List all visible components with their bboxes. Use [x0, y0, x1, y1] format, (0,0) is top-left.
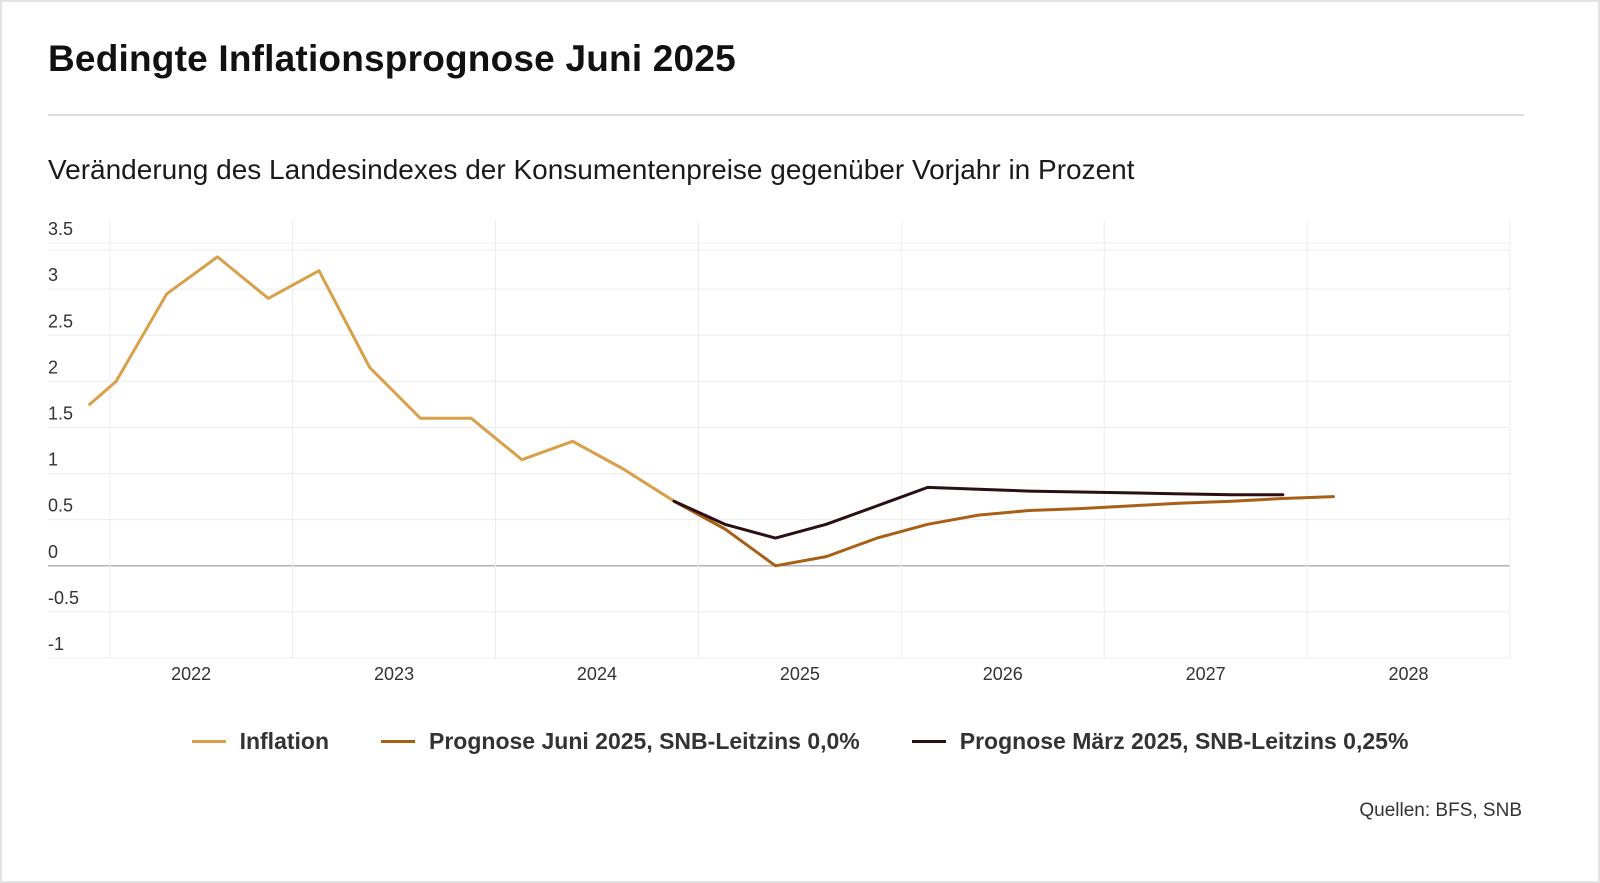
x-tick-label: 2026: [983, 664, 1023, 684]
legend-label-inflation: Inflation: [239, 728, 330, 754]
chart-title: Bedingte Inflationsprognose Juni 2025: [48, 38, 736, 79]
chart-subtitle: Veränderung des Landesindexes der Konsum…: [48, 154, 1135, 185]
x-tick-label: 2022: [171, 664, 211, 684]
y-tick-label: 2: [48, 357, 58, 377]
chart-legend: Inflation Prognose Juni 2025, SNB-Leitzi…: [0, 728, 1600, 755]
series-line-inflation: [88, 255, 727, 531]
title-divider: [48, 114, 1524, 116]
x-tick-label: 2027: [1186, 664, 1226, 684]
x-tick-label: 2025: [780, 664, 820, 684]
y-tick-label: 3: [48, 265, 58, 285]
legend-item-inflation: Inflation: [191, 728, 330, 755]
legend-item-prognose-juni: Prognose Juni 2025, SNB-Leitzins 0,0%: [381, 728, 860, 755]
series-line-prognose-juni: [672, 495, 1335, 568]
legend-item-prognose-maerz: Prognose März 2025, SNB-Leitzins 0,25%: [911, 728, 1409, 755]
y-tick-label: 0: [48, 542, 58, 562]
legend-swatch-prognose-maerz: [911, 740, 946, 743]
x-tick-label: 2028: [1389, 664, 1429, 684]
legend-label-prognose-maerz: Prognose März 2025, SNB-Leitzins 0,25%: [959, 728, 1409, 754]
y-tick-label: 2.5: [48, 311, 73, 331]
source-note: Quellen: BFS, SNB: [1359, 800, 1522, 821]
legend-swatch-prognose-juni: [381, 740, 416, 743]
y-tick-label: -0.5: [48, 588, 79, 608]
y-tick-label: 3.5: [48, 219, 73, 239]
x-tick-label: 2024: [577, 664, 617, 684]
y-tick-label: 1.5: [48, 403, 73, 423]
y-tick-label: -1: [48, 634, 64, 654]
y-tick-label: 0.5: [48, 496, 73, 516]
y-tick-label: 1: [48, 450, 58, 470]
x-tick-label: 2023: [374, 664, 414, 684]
legend-label-prognose-juni: Prognose Juni 2025, SNB-Leitzins 0,0%: [429, 728, 860, 754]
legend-swatch-inflation: [191, 740, 226, 743]
series-line-prognose-maerz: [672, 485, 1285, 540]
